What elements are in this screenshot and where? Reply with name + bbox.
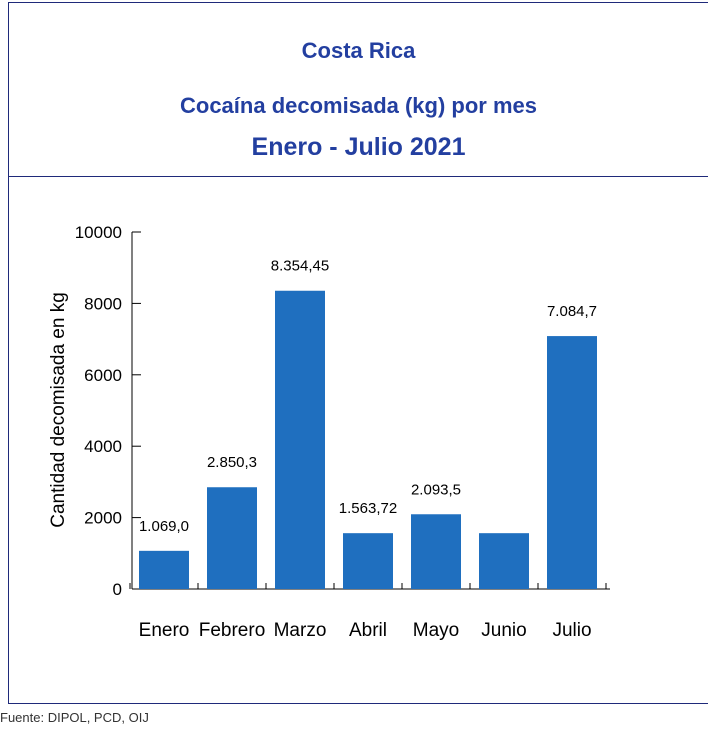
chart-title-country: Costa Rica xyxy=(301,38,416,63)
bar-mayo xyxy=(411,514,461,589)
data-label: 8.354,45 xyxy=(271,258,329,275)
x-tick-label: Julio xyxy=(552,620,591,641)
y-tick-label: 10000 xyxy=(75,223,122,242)
chart-subtitle-period: Enero - Julio 2021 xyxy=(251,133,466,161)
x-tick-label: Marzo xyxy=(274,620,327,641)
chart-frame: Costa Rica Cocaína decomisada (kg) por m… xyxy=(8,2,708,704)
chart-title: Cocaína decomisada (kg) por mes xyxy=(180,93,537,118)
data-label: 2.093,5 xyxy=(411,481,461,498)
x-tick-label: Mayo xyxy=(413,620,459,641)
x-tick-label: Abril xyxy=(349,620,387,641)
data-label: 2.850,3 xyxy=(207,454,257,471)
data-label: 7.084,7 xyxy=(547,303,597,320)
x-tick-label: Enero xyxy=(139,620,190,641)
bar-marzo xyxy=(275,290,325,589)
y-tick-label: 2000 xyxy=(84,509,122,528)
bar-abril xyxy=(343,533,393,589)
y-axis-label: Cantidad decomisada en kg xyxy=(48,292,69,528)
y-tick-label: 8000 xyxy=(84,294,122,313)
bar-enero xyxy=(139,550,189,589)
source-note: Fuente: DIPOL, PCD, OIJ xyxy=(0,710,149,725)
data-label: 1.563,72 xyxy=(339,500,397,517)
bar-junio xyxy=(479,533,529,589)
y-tick-label: 0 xyxy=(113,580,122,599)
x-tick-label: Febrero xyxy=(199,620,266,641)
y-tick-label: 6000 xyxy=(84,366,122,385)
bar-julio xyxy=(547,336,597,589)
data-label: 1.069,0 xyxy=(139,518,189,535)
y-tick-label: 4000 xyxy=(84,437,122,456)
title-box: Costa Rica Cocaína decomisada (kg) por m… xyxy=(9,3,708,177)
bar-febrero xyxy=(207,487,257,589)
x-tick-label: Junio xyxy=(481,620,526,641)
